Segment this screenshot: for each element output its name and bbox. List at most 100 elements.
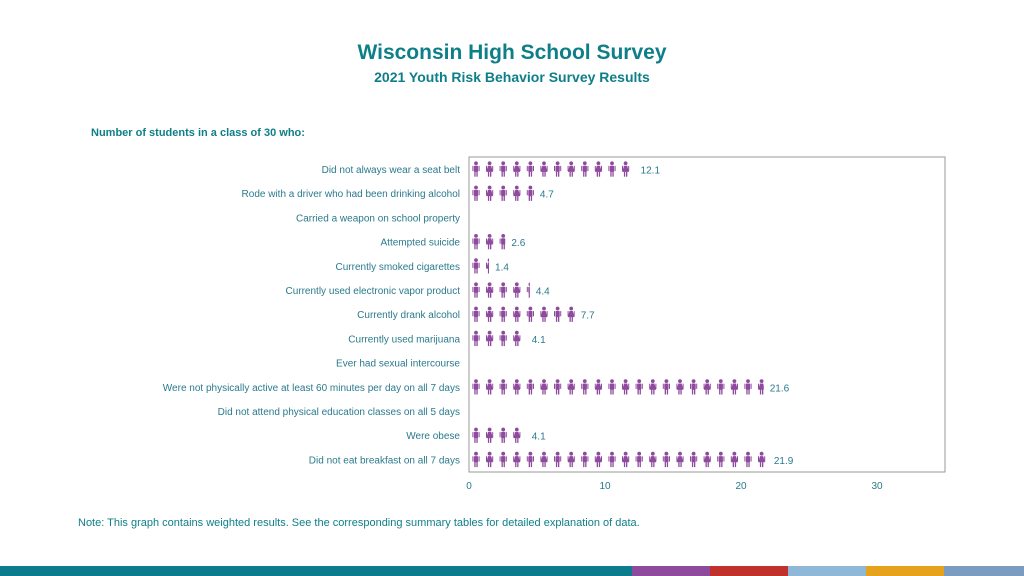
- person-icon: [540, 161, 548, 177]
- person-icon: [567, 306, 575, 322]
- person-icon: [472, 330, 480, 347]
- person-icon: [499, 427, 507, 443]
- color-bar-segment: [788, 566, 866, 576]
- data-label: 4.4: [536, 287, 550, 298]
- person-icon: [472, 161, 480, 177]
- person-icon: [486, 185, 494, 201]
- icon-row: [472, 451, 766, 468]
- person-icon: [513, 306, 521, 322]
- chart-subtitle: 2021 Youth Risk Behavior Survey Results: [374, 69, 650, 85]
- person-icon: [472, 258, 480, 274]
- data-label: 4.1: [532, 335, 546, 346]
- person-icon: [744, 379, 752, 395]
- x-tick-label: 0: [466, 481, 472, 492]
- person-icon: [703, 451, 711, 468]
- x-tick-label: 10: [599, 481, 611, 492]
- person-icon: [581, 379, 589, 395]
- data-label: 12.1: [641, 166, 661, 177]
- person-icon: [662, 379, 670, 395]
- person-icon: [758, 451, 766, 468]
- person-icon: [486, 282, 494, 298]
- color-bar-segment: [944, 566, 1024, 576]
- category-label: Were obese: [406, 431, 460, 442]
- person-icon: [513, 282, 521, 298]
- icon-row: [472, 282, 530, 298]
- person-icon: [567, 451, 575, 468]
- person-icon: [567, 161, 575, 177]
- person-icon: [472, 234, 480, 250]
- person-icon: [526, 451, 534, 468]
- category-label: Did not always wear a seat belt: [322, 165, 461, 176]
- category-label: Ever had sexual intercourse: [336, 359, 460, 370]
- color-bar-segment: [316, 566, 632, 576]
- color-bar-segment: [866, 566, 944, 576]
- person-icon: [472, 282, 480, 298]
- person-icon: [526, 185, 534, 201]
- person-icon: [472, 427, 480, 443]
- person-icon: [567, 379, 575, 395]
- data-label: 2.6: [511, 238, 525, 249]
- person-icon: [554, 306, 562, 322]
- person-icon: [717, 451, 725, 468]
- category-label: Currently smoked cigarettes: [336, 262, 461, 273]
- person-icon: [499, 306, 507, 322]
- person-icon: [608, 161, 616, 177]
- person-icon: [472, 379, 480, 395]
- person-icon: [649, 379, 657, 395]
- data-label: 21.9: [774, 456, 794, 467]
- color-bar-segment: [0, 566, 316, 576]
- person-icon: [472, 306, 480, 322]
- plot-frame: [468, 156, 946, 473]
- person-icon: [513, 185, 521, 201]
- person-icon: [540, 379, 548, 395]
- person-icon: [486, 258, 490, 274]
- person-icon: [622, 379, 630, 395]
- person-icon: [594, 379, 602, 395]
- person-icon: [513, 427, 521, 443]
- person-icon: [513, 330, 521, 347]
- person-icon: [581, 451, 589, 468]
- person-icon: [554, 161, 562, 177]
- person-icon: [513, 451, 521, 468]
- person-icon: [486, 306, 494, 322]
- person-icon: [526, 161, 534, 177]
- person-icon: [486, 234, 494, 250]
- x-tick-label: 20: [735, 481, 747, 492]
- person-icon: [608, 451, 616, 468]
- person-icon: [499, 185, 507, 201]
- person-icon: [499, 330, 507, 347]
- x-tick-label: 30: [871, 481, 883, 492]
- person-icon: [526, 306, 534, 322]
- category-label: Did not attend physical education classe…: [218, 407, 460, 418]
- person-icon: [594, 161, 602, 177]
- person-icon: [486, 451, 494, 468]
- category-label: Were not physically active at least 60 m…: [163, 383, 460, 394]
- person-icon: [717, 379, 725, 395]
- person-icon: [744, 451, 752, 468]
- person-icon: [635, 451, 643, 468]
- category-label: Rode with a driver who had been drinking…: [242, 189, 460, 200]
- person-icon: [540, 451, 548, 468]
- person-icon: [554, 451, 562, 468]
- icon-row: [472, 258, 490, 274]
- icon-row: [472, 427, 521, 443]
- person-icon: [526, 282, 530, 298]
- person-icon: [581, 161, 589, 177]
- icon-row: [472, 234, 506, 250]
- person-icon: [690, 451, 698, 468]
- person-icon: [758, 379, 764, 395]
- person-icon: [635, 379, 643, 395]
- person-icon: [472, 185, 480, 201]
- data-label: 4.1: [532, 432, 546, 443]
- person-icon: [499, 282, 507, 298]
- person-icon: [703, 379, 711, 395]
- person-icon: [499, 379, 507, 395]
- person-icon: [608, 379, 616, 395]
- person-icon: [486, 161, 494, 177]
- person-icon: [499, 451, 507, 468]
- person-icon: [690, 379, 698, 395]
- data-label: 7.7: [581, 311, 595, 322]
- icon-row: [472, 185, 534, 201]
- person-icon: [486, 379, 494, 395]
